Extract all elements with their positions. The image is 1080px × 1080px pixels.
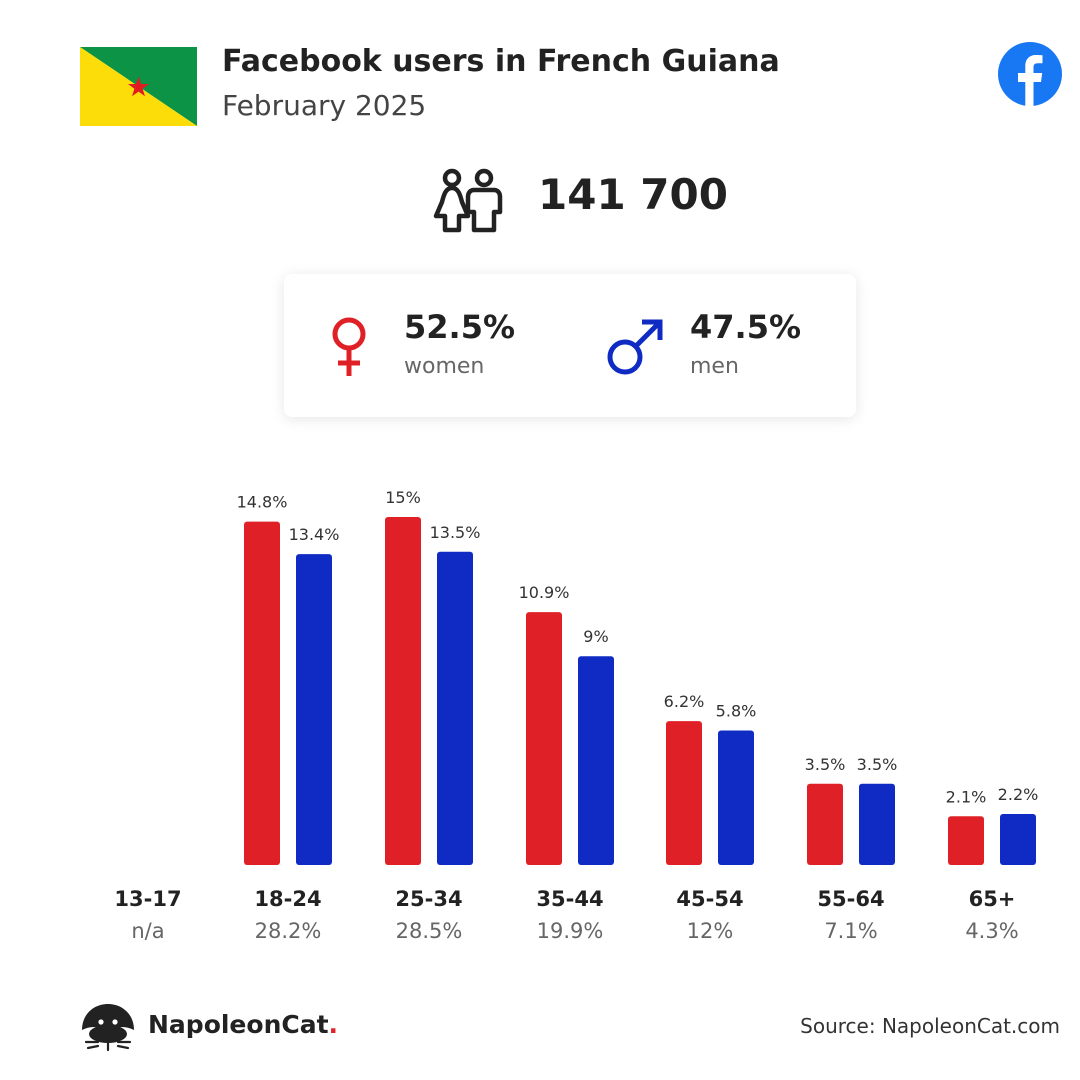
bar-value-label: 9% — [583, 627, 608, 646]
bar-45-54-series-1 — [666, 721, 702, 865]
men-percentage: 47.5% — [690, 308, 802, 346]
page-subtitle: February 2025 — [222, 89, 427, 122]
bar-55-64-series-2 — [859, 783, 895, 865]
women-label: women — [404, 354, 485, 379]
age-category-total: 28.5% — [396, 919, 463, 943]
bar-18-24-series-2 — [296, 554, 332, 865]
bar-45-54-series-2 — [718, 730, 754, 865]
bar-55-64-series-1 — [807, 783, 843, 865]
bar-value-label: 2.1% — [946, 787, 987, 806]
bar-value-label: 15% — [385, 488, 421, 507]
women-percentage: 52.5% — [404, 308, 516, 346]
age-category-label: 25-34 — [395, 887, 462, 911]
people-icon — [433, 168, 503, 233]
age-category-total: 12% — [687, 919, 734, 943]
brand-name: NapoleonCat. — [148, 1010, 339, 1039]
age-category-total: 19.9% — [537, 919, 604, 943]
age-category-label: 45-54 — [676, 887, 743, 911]
bar-value-label: 13.4% — [289, 525, 340, 544]
french-guiana-flag — [80, 47, 197, 126]
bar-value-label: 6.2% — [664, 692, 705, 711]
bar-value-label: 3.5% — [857, 755, 898, 774]
bar-65+-series-2 — [1000, 813, 1036, 865]
bar-value-label: 13.5% — [430, 523, 481, 542]
bar-18-24-series-1 — [244, 521, 280, 865]
age-category-label: 13-17 — [114, 887, 181, 911]
gender-card — [284, 274, 856, 417]
page-title: Facebook users in French Guiana — [222, 44, 780, 79]
age-category-label: 18-24 — [254, 887, 321, 911]
bar-value-label: 2.2% — [998, 785, 1039, 804]
bar-value-label: 10.9% — [519, 583, 570, 602]
age-category-label: 65+ — [969, 887, 1016, 911]
source-text: Source: NapoleonCat.com — [800, 1014, 1060, 1038]
male-symbol-icon — [607, 319, 663, 375]
age-category-total: 7.1% — [824, 919, 877, 943]
age-category-total: 4.3% — [965, 919, 1018, 943]
bar-25-34-series-1 — [385, 517, 421, 865]
bar-value-label: 14.8% — [237, 493, 288, 512]
bar-35-44-series-2 — [578, 656, 614, 865]
bar-value-label: 3.5% — [805, 755, 846, 774]
female-symbol-icon — [332, 317, 366, 376]
bar-25-34-series-2 — [437, 551, 473, 865]
age-gender-bar-chart: 13-17 n/a 14.8%13.4% 18-24 28.2% 15% 13.5% 25-3… — [114, 488, 1039, 943]
napoleoncat-logo-icon — [82, 1004, 134, 1052]
facebook-logo-icon — [998, 42, 1062, 106]
men-label: men — [690, 354, 739, 379]
bar-35-44-series-1 — [526, 612, 562, 865]
bar-value-label: 5.8% — [716, 701, 757, 720]
age-category-label: 55-64 — [817, 887, 884, 911]
age-category-total: 28.2% — [255, 919, 322, 943]
age-category-label: 35-44 — [536, 887, 603, 911]
flag-star — [128, 76, 149, 97]
total-users: 141 700 — [538, 170, 728, 219]
age-category-total: n/a — [131, 919, 164, 943]
bar-65+-series-1 — [948, 816, 984, 865]
